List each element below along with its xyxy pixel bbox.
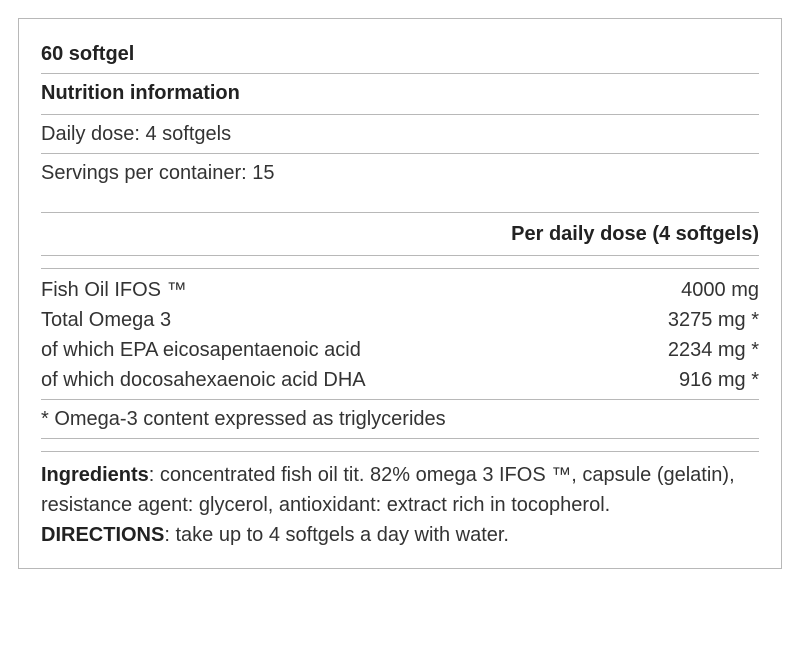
table-row: of which EPA eicosapentaenoic acid 2234 …: [41, 335, 759, 365]
ingredients-block: Ingredients: concentrated fish oil tit. …: [41, 452, 759, 550]
row-label: of which EPA eicosapentaenoic acid: [41, 335, 361, 365]
row-value: 2234 mg *: [668, 335, 759, 365]
row-value: 3275 mg *: [668, 305, 759, 335]
nutrition-rows: Fish Oil IFOS ™ 4000 mg Total Omega 3 32…: [41, 269, 759, 399]
ingredients-label: Ingredients: [41, 464, 149, 486]
directions-text: DIRECTIONS: take up to 4 softgels a day …: [41, 520, 759, 550]
table-row: Fish Oil IFOS ™ 4000 mg: [41, 275, 759, 305]
row-label: Total Omega 3: [41, 305, 171, 335]
row-label: of which docosahexaenoic acid DHA: [41, 365, 366, 395]
column-header: Per daily dose (4 softgels): [41, 213, 759, 255]
row-label: Fish Oil IFOS ™: [41, 275, 187, 305]
row-value: 916 mg *: [679, 365, 759, 395]
footnote: * Omega-3 content expressed as triglycer…: [41, 400, 759, 438]
directions-body: : take up to 4 softgels a day with water…: [164, 524, 509, 546]
table-row: Total Omega 3 3275 mg *: [41, 305, 759, 335]
daily-dose-line: Daily dose: 4 softgels: [41, 115, 759, 153]
nutrition-title: Nutrition information: [41, 74, 759, 114]
directions-label: DIRECTIONS: [41, 524, 164, 546]
nutrition-panel: 60 softgel Nutrition information Daily d…: [18, 18, 782, 569]
quantity-line: 60 softgel: [41, 37, 759, 73]
ingredients-text: Ingredients: concentrated fish oil tit. …: [41, 460, 759, 520]
servings-line: Servings per container: 15: [41, 154, 759, 192]
table-row: of which docosahexaenoic acid DHA 916 mg…: [41, 365, 759, 395]
row-value: 4000 mg: [681, 275, 759, 305]
